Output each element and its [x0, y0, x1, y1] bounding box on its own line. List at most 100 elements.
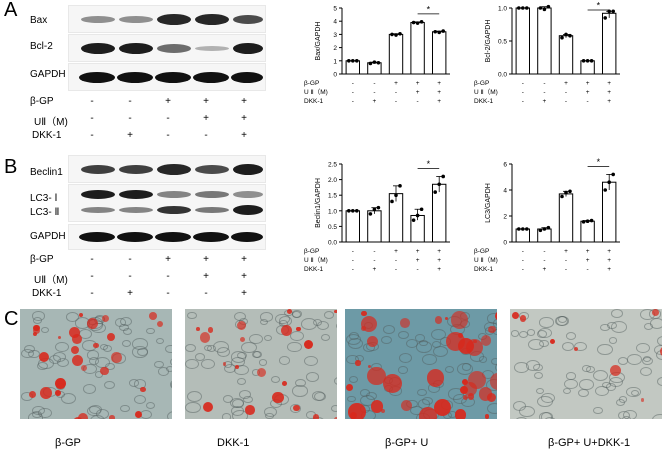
micrograph-caption-3: β-GP+ U+DKK-1 — [548, 437, 631, 449]
stain-spot — [100, 366, 109, 376]
cell — [515, 416, 528, 419]
cell — [487, 402, 497, 414]
cell — [52, 352, 67, 363]
chart-bcl2: 0.0 0.5 1.0 Bcl-2/GAPDH * β-GP - - + + + U Ⅱ（M) - - - +… — [474, 2, 620, 105]
row-sym-2-1: + — [543, 98, 547, 105]
y-tick-label: 6 — [503, 162, 507, 169]
treatment-a-sym-r1-c2: - — [166, 113, 170, 124]
bar-2 — [558, 35, 574, 75]
data-point-3-2 — [589, 59, 594, 63]
treatment-a-sym-r0-c2: + — [165, 96, 171, 107]
cell — [444, 365, 455, 374]
data-point-0-2 — [525, 6, 529, 10]
row-sym-0-0: - — [352, 248, 354, 255]
cell — [122, 339, 132, 348]
stain-spot — [195, 326, 200, 331]
cell — [292, 310, 302, 318]
cell — [640, 367, 653, 377]
cell — [433, 346, 449, 358]
cell — [626, 386, 642, 398]
cell — [600, 323, 611, 332]
stain-spot — [370, 400, 384, 413]
row-sym-0-2: + — [394, 80, 398, 87]
row-sym-1-2: - — [395, 257, 397, 264]
y-tick-label: 4 — [333, 19, 337, 26]
cell — [61, 393, 76, 405]
cell — [333, 377, 337, 386]
stain-spot — [29, 390, 37, 398]
cell — [537, 327, 552, 339]
cell — [573, 341, 587, 352]
row-label-2: DKK-1 — [304, 98, 324, 105]
chart-beclin1: 0.0 0.5 1.0 1.5 2.0 2.5 Beclin1/GAPDH * β-GP - - + +… — [304, 159, 450, 273]
stain-spot — [434, 316, 442, 324]
row-sym-2-2: - — [565, 266, 567, 273]
data-point-3-0 — [411, 20, 416, 25]
row-sym-2-1: + — [373, 266, 377, 273]
cell — [526, 329, 536, 336]
cell — [652, 414, 662, 419]
row-sym-1-0: - — [352, 257, 354, 264]
cell — [398, 330, 409, 339]
row-sym-1-3: + — [416, 257, 420, 264]
row-sym-0-1: - — [373, 80, 375, 87]
stain-spot — [333, 309, 337, 314]
chart-bax: 0 1 2 3 4 5 Bax/GAPDH * β-GP - - + + + U Ⅱ（M) - - - + + DKK-… — [304, 4, 450, 105]
stain-spot — [512, 312, 519, 320]
data-point-1-0 — [368, 61, 373, 66]
cell — [89, 415, 105, 419]
data-point-2-0 — [560, 194, 564, 199]
y-tick-label: 1.0 — [498, 6, 507, 13]
data-point-3-0 — [581, 220, 586, 224]
y-tick-label: 0 — [503, 240, 507, 247]
y-tick-label: 1 — [333, 58, 337, 65]
row-sym-1-0: - — [522, 89, 524, 96]
row-label-1: U Ⅱ（M) — [474, 256, 498, 264]
stain-spot — [380, 408, 385, 413]
cell — [533, 371, 544, 379]
row-sym-2-4: + — [607, 266, 611, 273]
bar-0 — [515, 228, 530, 243]
cell — [248, 333, 263, 345]
row-sym-1-3: + — [586, 89, 590, 96]
data-point-3-1 — [585, 219, 590, 223]
stain-spot — [360, 310, 367, 317]
cell — [592, 406, 603, 415]
stain-spot — [549, 338, 556, 345]
treatment-b-sym-r0-c1: - — [128, 254, 132, 265]
data-point-2-2 — [398, 31, 402, 36]
cell — [146, 401, 156, 409]
cell — [335, 321, 337, 331]
cell — [627, 354, 642, 365]
cell — [417, 388, 428, 397]
stain-spot — [134, 410, 142, 418]
cell — [185, 343, 196, 352]
treatment-a-sym-r1-c1: - — [128, 113, 132, 124]
y-tick-label: 0.5 — [328, 224, 337, 231]
stain-spot — [488, 325, 496, 334]
data-point-1-0 — [538, 6, 543, 10]
row-sym-0-3: + — [416, 248, 420, 255]
y-tick-label: 2.0 — [328, 177, 337, 184]
cell — [610, 320, 627, 333]
cell — [292, 385, 308, 397]
stain-spot — [462, 378, 469, 385]
row-label-1: U Ⅱ（M) — [304, 88, 328, 96]
stain-spot — [239, 336, 245, 342]
cell — [114, 318, 127, 327]
treatment-b-sym-r2-c1: + — [127, 288, 133, 299]
stain-spot — [304, 339, 314, 349]
y-tick-label: 2 — [503, 214, 507, 221]
data-point-2-0 — [390, 199, 394, 204]
row-sym-0-2: + — [564, 80, 568, 87]
cell — [592, 369, 609, 382]
row-sym-0-3: + — [416, 80, 420, 87]
cell — [554, 316, 568, 326]
row-sym-1-0: - — [522, 257, 524, 264]
cell — [82, 383, 96, 394]
data-point-1-2 — [376, 60, 381, 65]
cell — [132, 346, 148, 358]
stain-spot — [462, 381, 478, 397]
blot-bax — [68, 5, 266, 33]
row-sym-2-0: - — [522, 266, 524, 273]
